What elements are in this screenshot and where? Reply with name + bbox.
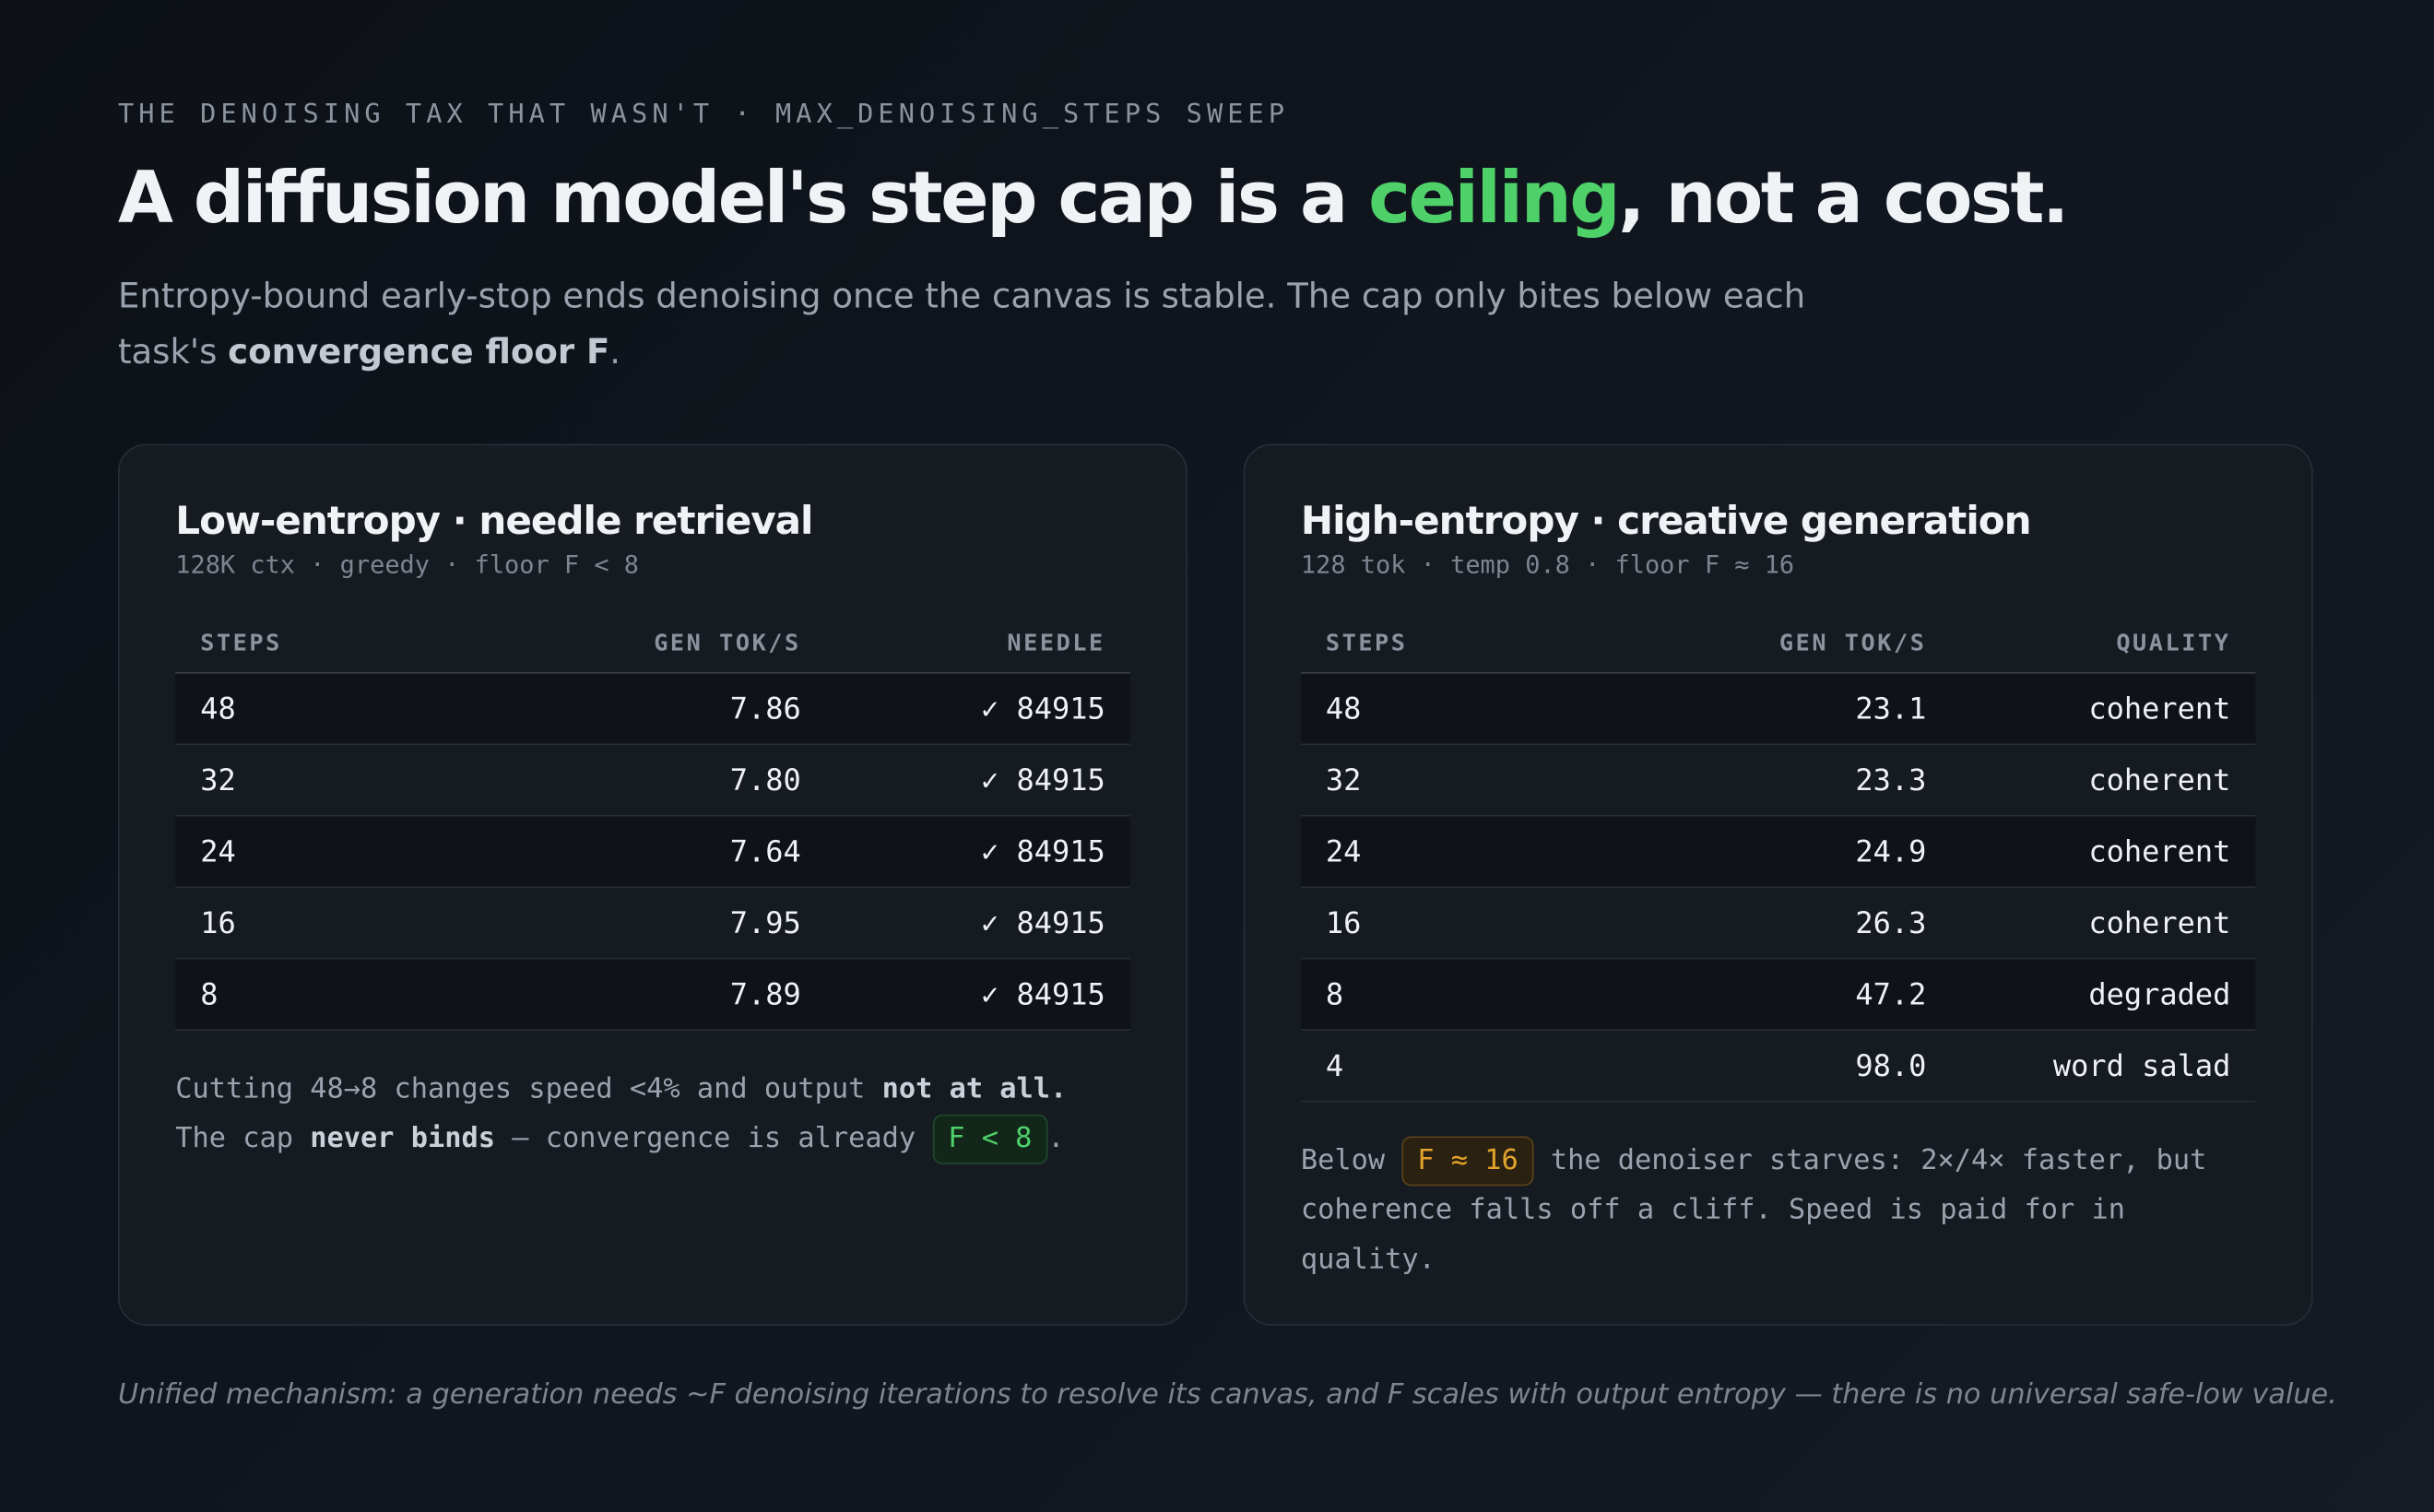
table-cell: 7.95: [729, 905, 801, 940]
table-cell: ✓ 84915: [980, 691, 1105, 726]
table-cell: 24.9: [1855, 833, 1927, 869]
column-header: GEN TOK/S: [654, 628, 801, 657]
table-row: 24 7.64 ✓ 84915: [175, 816, 1130, 889]
table-cell: 7.89: [729, 976, 801, 1011]
table-cell: 4: [1325, 1048, 1344, 1083]
table-cell: 48: [1325, 691, 1362, 726]
headline: A diffusion model's step cap is a ceilin…: [117, 155, 2069, 240]
table-cell: 7.86: [729, 691, 801, 726]
column-header: STEPS: [200, 628, 282, 657]
note-badge: F ≈ 16: [1401, 1136, 1534, 1187]
table-row: 4 98.0 word salad: [1300, 1031, 2256, 1103]
table-cell: 24: [1325, 833, 1362, 869]
table-cell: ✓ 84915: [980, 833, 1105, 869]
headline-highlight: ceiling: [1368, 155, 1621, 240]
note-text: Cutting 48→8 changes speed <4% and outpu…: [175, 1072, 882, 1105]
panel-title: Low-entropy · needle retrieval: [175, 498, 813, 544]
table-row: 16 7.95 ✓ 84915: [175, 888, 1130, 960]
table-cell: 7.80: [729, 762, 801, 797]
table-cell: 8: [1325, 976, 1344, 1011]
note-text: the denoiser starves: 2×/4× faster, but …: [1300, 1143, 2224, 1276]
footer: Unified mechanism: a generation needs ~F…: [117, 1378, 2337, 1412]
table-cell: coherent: [2088, 833, 2231, 869]
subtitle-text: .: [609, 333, 621, 373]
table-cell: coherent: [2088, 762, 2231, 797]
table-cell: 47.2: [1855, 976, 1927, 1011]
subtitle: Entropy-bound early-stop ends denoising …: [118, 270, 1857, 382]
table-cell: 16: [200, 905, 236, 940]
note-strong: never binds: [310, 1122, 495, 1155]
table-row: 32 23.3 coherent: [1300, 745, 2256, 817]
note-text: The cap: [175, 1072, 1084, 1155]
note: Below F ≈ 16 the denoiser starves: 2×/4×…: [1301, 1136, 2255, 1285]
table: STEPS GEN TOK/S QUALITY 48 23.1 coherent 32 23.…: [1300, 613, 2256, 1103]
table-cell: ✓ 84915: [980, 762, 1105, 797]
table-cell: 23.3: [1855, 762, 1927, 797]
column-header: QUALITY: [2116, 628, 2231, 657]
panel-title: High-entropy · creative generation: [1300, 498, 2032, 544]
headline-text: A diffusion model's step cap is a: [117, 155, 1369, 240]
note-strong: not at all.: [881, 1072, 1068, 1105]
table-cell: 32: [1325, 762, 1362, 797]
table-cell: ✓ 84915: [980, 905, 1105, 940]
note-text: — convergence is already: [494, 1122, 933, 1155]
eyebrow: THE DENOISING TAX THAT WASN'T · MAX_DENO…: [117, 99, 1290, 131]
table-row: 32 7.80 ✓ 84915: [175, 745, 1130, 817]
table-cell: 23.1: [1855, 691, 1927, 726]
headline-text: , not a cost.: [1618, 155, 2069, 240]
panel-meta: 128K ctx · greedy · floor F < 8: [175, 549, 640, 580]
table-cell: 8: [200, 976, 219, 1011]
note-text: .: [1047, 1122, 1065, 1155]
panel-meta: 128 tok · temp 0.8 · floor F ≈ 16: [1300, 549, 1795, 580]
panel: Low-entropy · needle retrieval 128K ctx ·…: [117, 443, 1188, 1326]
table: STEPS GEN TOK/S NEEDLE 48 7.86 ✓ 84915 32 7.80 ✓…: [175, 613, 1130, 1031]
table-cell: coherent: [2088, 691, 2231, 726]
table-cell: 16: [1325, 905, 1362, 940]
table-cell: 7.64: [729, 833, 801, 869]
table-cell: word salad: [2052, 1048, 2231, 1083]
panel: High-entropy · creative generation 128 to…: [1243, 443, 2313, 1326]
subtitle-text: Entropy-bound early-stop ends denoising …: [117, 278, 1816, 373]
note: Cutting 48→8 changes speed <4% and outpu…: [175, 1065, 1129, 1164]
table-row: 8 47.2 degraded: [1300, 959, 2256, 1031]
table-cell: 32: [200, 762, 236, 797]
column-header: NEEDLE: [1007, 628, 1105, 657]
column-header: GEN TOK/S: [1778, 628, 1927, 657]
subtitle-strong: convergence floor F: [228, 333, 610, 373]
note-text: Below: [1300, 1143, 1402, 1177]
table-cell: 48: [200, 691, 236, 726]
table-row: 24 24.9 coherent: [1300, 816, 2256, 889]
column-header: STEPS: [1325, 628, 1408, 657]
table-cell: ✓ 84915: [980, 976, 1105, 1011]
table-cell: 26.3: [1855, 905, 1927, 940]
table-cell: 98.0: [1855, 1048, 1927, 1083]
note-badge: F < 8: [932, 1114, 1048, 1164]
table-row: 48 7.86 ✓ 84915: [175, 673, 1130, 746]
table-cell: degraded: [2088, 976, 2231, 1011]
table-row: 16 26.3 coherent: [1300, 888, 2256, 960]
table-cell: coherent: [2088, 905, 2231, 940]
table-header: STEPS GEN TOK/S NEEDLE: [175, 613, 1130, 674]
table-row: 48 23.1 coherent: [1300, 673, 2256, 746]
table-row: 8 7.89 ✓ 84915: [175, 959, 1130, 1031]
table-cell: 24: [200, 833, 236, 869]
table-header: STEPS GEN TOK/S QUALITY: [1300, 613, 2256, 674]
